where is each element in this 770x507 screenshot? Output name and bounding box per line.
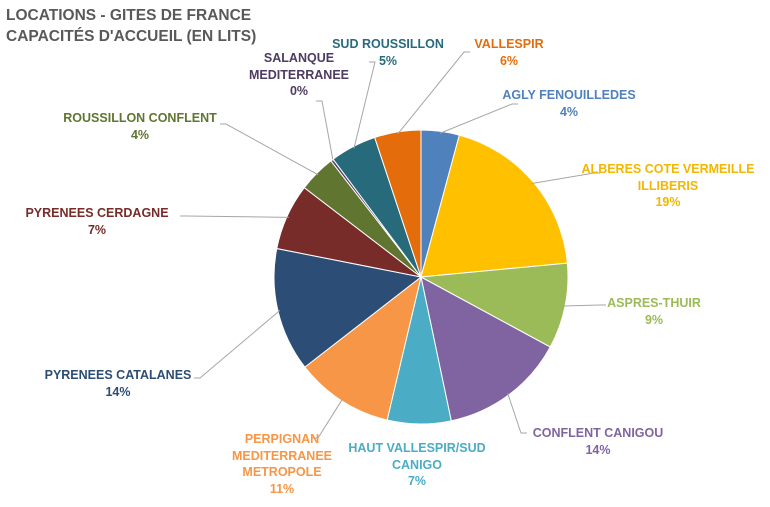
data-label-name: PYRENEES CERDAGNE bbox=[25, 206, 169, 220]
data-label: PYRENEES CERDAGNE 7% bbox=[25, 205, 168, 238]
data-label-percent: 11% bbox=[269, 481, 295, 496]
leader-line bbox=[397, 51, 470, 135]
data-label-name: HAUT VALLESPIR/SUD bbox=[348, 441, 486, 455]
data-label-name: PERPIGNAN bbox=[244, 432, 320, 446]
leader-line bbox=[507, 393, 527, 434]
leader-line bbox=[563, 304, 606, 307]
leader-line bbox=[194, 310, 281, 379]
data-label: VALLESPIR 6% bbox=[474, 36, 543, 69]
data-label-percent: 5% bbox=[378, 53, 398, 68]
data-label: ALBERES COTE VERMEILLE ILLIBERIS 19% bbox=[582, 161, 755, 211]
leader-line bbox=[316, 100, 334, 162]
data-label: CONFLENT CANIGOU 14% bbox=[533, 425, 664, 458]
data-label-name: PYRENEES CATALANES bbox=[44, 368, 192, 382]
data-label-name: ALBERES COTE VERMEILLE bbox=[581, 162, 755, 176]
data-label-percent: 7% bbox=[407, 474, 427, 488]
data-label: AGLY FENOUILLEDES 4% bbox=[502, 87, 635, 120]
data-label: PERPIGNAN MEDITERRANEE METROPOLE 11% bbox=[232, 431, 332, 497]
data-label-percent: 19% bbox=[655, 195, 681, 209]
data-label-name: CONFLENT CANIGOU bbox=[532, 426, 664, 440]
data-label: ROUSSILLON CONFLENT 4% bbox=[63, 110, 216, 143]
title-line-2: CAPACITÉS D'ACCUEIL (EN LITS) bbox=[6, 28, 257, 45]
data-label-name: SALANQUE bbox=[263, 51, 335, 65]
data-label-name: CANIGO bbox=[392, 457, 442, 472]
data-label-name: MEDITERRANEE bbox=[231, 448, 333, 463]
data-label-percent: 14% bbox=[105, 384, 131, 399]
data-label-name: METROPOLE bbox=[242, 465, 322, 479]
leader-line bbox=[180, 215, 289, 218]
data-label-name: ILLIBERIS bbox=[637, 178, 699, 193]
data-label-percent: 4% bbox=[130, 127, 150, 142]
data-label-name: AGLY FENOUILLEDES bbox=[502, 88, 636, 102]
leader-line bbox=[220, 123, 319, 176]
data-label: SALANQUE MEDITERRANEE 0% bbox=[249, 50, 349, 100]
data-label: SUD ROUSSILLON 5% bbox=[332, 36, 444, 69]
title-line-1: LOCATIONS - GITES DE FRANCE bbox=[6, 7, 252, 24]
data-label-percent: 0% bbox=[289, 84, 309, 98]
pie-slice bbox=[273, 247, 423, 368]
pie-slice bbox=[420, 276, 551, 422]
data-label: ASPRES-THUIR 9% bbox=[607, 295, 701, 328]
data-label-name: MEDITERRANEE bbox=[248, 67, 350, 82]
data-label-name: SUD ROUSSILLON bbox=[332, 37, 444, 51]
pie-slice bbox=[420, 134, 568, 278]
data-label-percent: 7% bbox=[87, 222, 107, 237]
data-label-percent: 9% bbox=[644, 312, 664, 327]
data-label-name: VALLESPIR bbox=[474, 37, 544, 51]
data-label-percent: 6% bbox=[499, 53, 519, 68]
data-label-percent: 4% bbox=[559, 104, 579, 119]
data-label-name: ASPRES-THUIR bbox=[607, 296, 701, 310]
leader-line bbox=[531, 172, 600, 185]
data-label: PYRENEES CATALANES 14% bbox=[45, 367, 192, 400]
data-label: HAUT VALLESPIR/SUD CANIGO 7% bbox=[348, 440, 485, 490]
data-label-percent: 14% bbox=[585, 442, 611, 457]
data-label-name: ROUSSILLON CONFLENT bbox=[63, 111, 217, 125]
pie-slice bbox=[374, 129, 422, 278]
leader-line bbox=[353, 61, 376, 149]
leader-line bbox=[439, 103, 518, 134]
leader-line bbox=[312, 398, 343, 439]
chart-title: LOCATIONS - GITES DE FRANCE CAPACITÉS D'… bbox=[6, 5, 256, 47]
